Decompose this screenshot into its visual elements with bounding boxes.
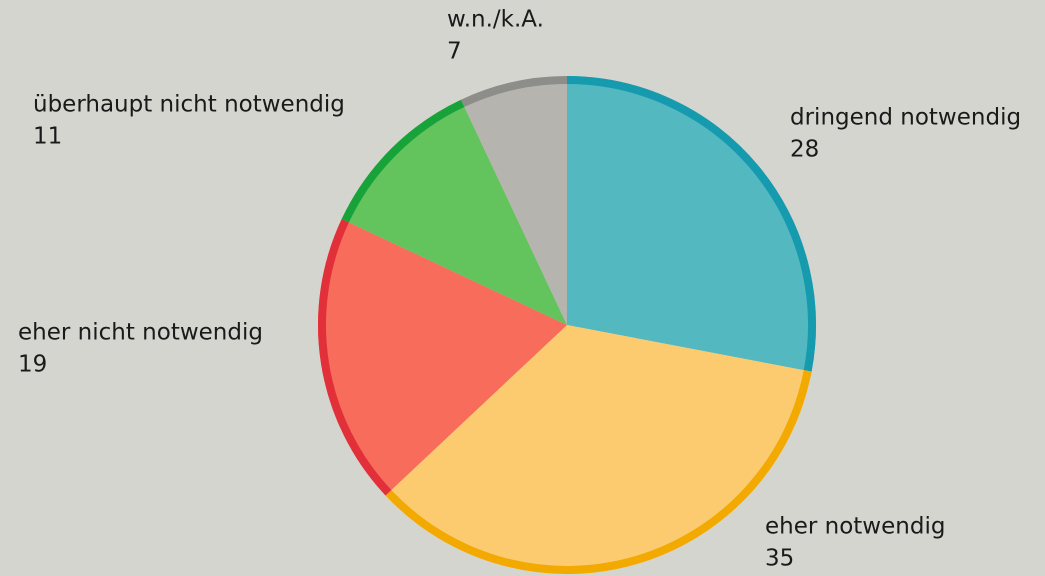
- pie-rim: [385, 370, 812, 574]
- pie-slice: [341, 99, 567, 326]
- slice-value: 11: [33, 124, 62, 150]
- slice-label: w.n./k.A.: [447, 7, 544, 33]
- slice-label: überhaupt nicht notwendig: [33, 92, 345, 118]
- slice-label: eher nicht notwendig: [18, 320, 263, 346]
- slice-value: 7: [447, 39, 462, 65]
- pie-slice: [567, 76, 816, 372]
- slice-label: dringend notwendig: [790, 105, 1021, 131]
- pie-rim: [341, 99, 465, 223]
- slice-value: 28: [790, 137, 819, 163]
- pie-slice: [385, 325, 812, 574]
- slice-label: eher notwendig: [765, 514, 945, 540]
- pie-rim: [460, 76, 568, 107]
- pie-slice: [460, 76, 567, 325]
- slice-value: 35: [765, 546, 794, 572]
- pie-rim: [566, 76, 816, 372]
- slice-value: 19: [18, 352, 47, 378]
- pie-rim: [318, 218, 392, 496]
- pie-slice: [318, 218, 567, 496]
